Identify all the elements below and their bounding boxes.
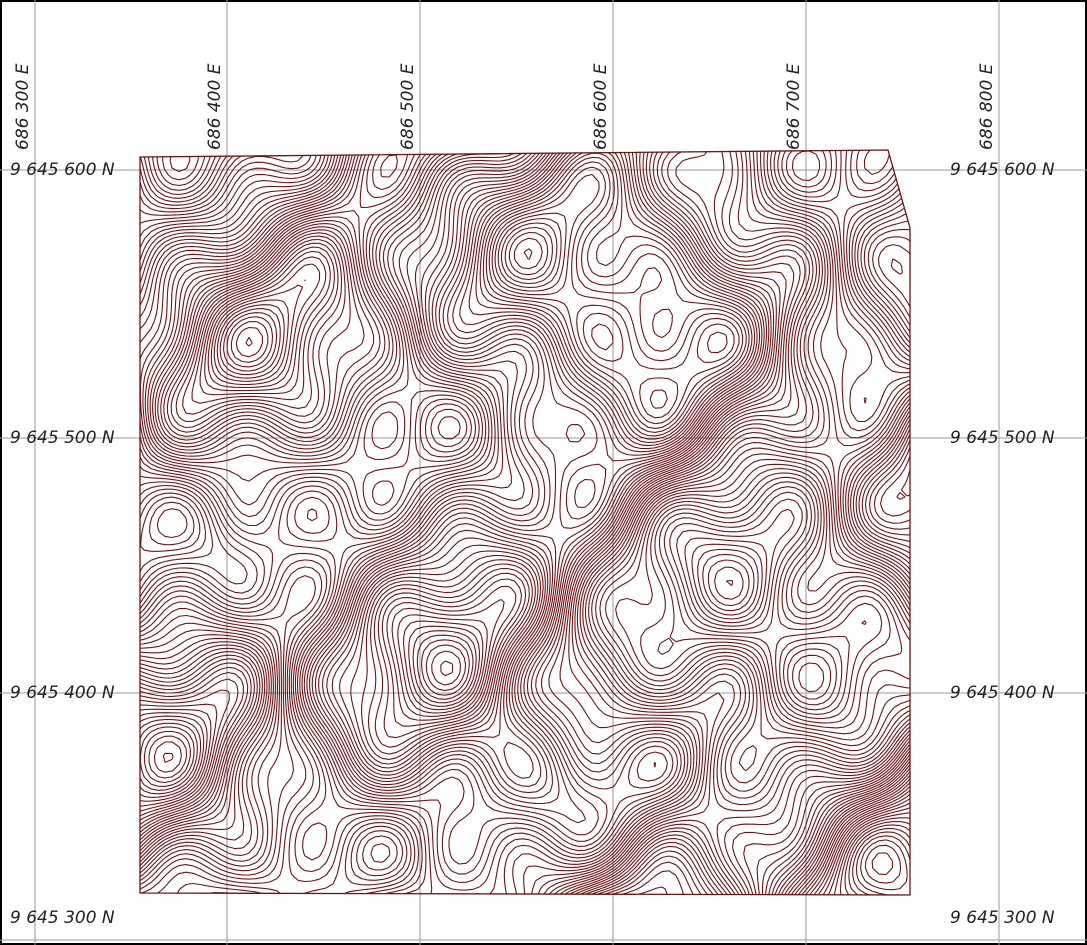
northing-label-left: 9 645 400 N (10, 683, 115, 703)
northing-label-left: 9 645 500 N (10, 428, 115, 448)
easting-label: 686 700 E (784, 63, 804, 150)
easting-label: 686 500 E (398, 63, 418, 150)
northing-label-right: 9 645 300 N (950, 908, 1055, 928)
northing-label-left: 9 645 300 N (10, 908, 115, 928)
easting-label: 686 800 E (977, 63, 997, 150)
easting-label: 686 300 E (13, 63, 33, 150)
northing-label-right: 9 645 600 N (950, 160, 1055, 180)
easting-label: 686 400 E (205, 63, 225, 150)
northing-label-right: 9 645 400 N (950, 683, 1055, 703)
northing-label-left: 9 645 600 N (10, 160, 115, 180)
northing-label-right: 9 645 500 N (950, 428, 1055, 448)
easting-label: 686 600 E (591, 63, 611, 150)
topographic-map: 686 300 E 686 400 E 686 500 E 686 600 E 686 … (0, 0, 1087, 945)
